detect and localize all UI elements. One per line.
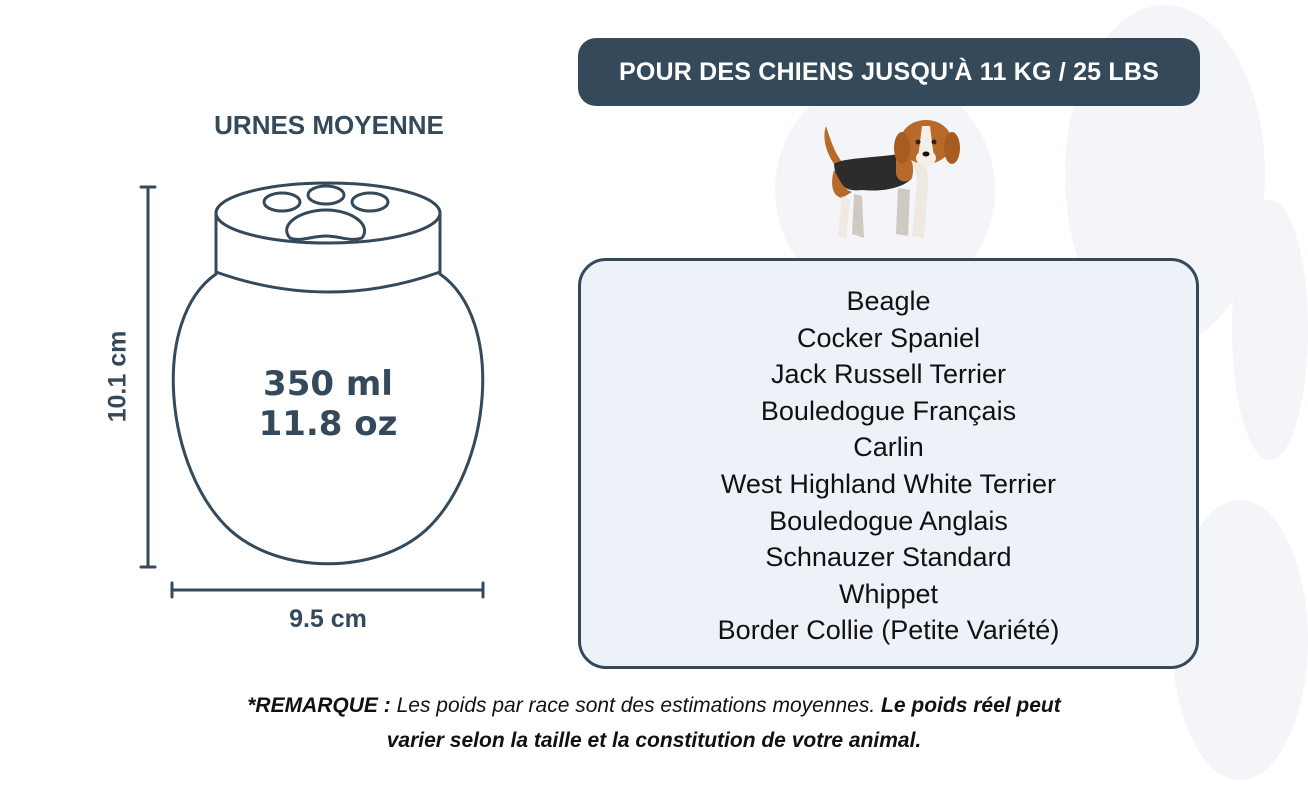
weight-limit-banner: POUR DES CHIENS JUSQU'À 11 KG / 25 LBS bbox=[578, 38, 1200, 106]
breed-item: Border Collie (Petite Variété) bbox=[717, 615, 1060, 646]
urn-diagram bbox=[139, 181, 485, 599]
urn-lid bbox=[214, 181, 442, 245]
breed-item: Cocker Spaniel bbox=[796, 322, 981, 353]
breed-item: Jack Russell Terrier bbox=[770, 359, 1007, 390]
breed-item: Schnauzer Standard bbox=[765, 542, 1012, 573]
urn-title: URNES MOYENNE bbox=[214, 110, 444, 140]
height-label: 10.1 cm bbox=[103, 330, 132, 423]
width-label: 9.5 cm bbox=[289, 605, 367, 633]
breed-item: Beagle bbox=[846, 286, 931, 316]
breed-item: Bouledogue Anglais bbox=[769, 505, 1008, 536]
compatible-breeds-box: Beagle Cocker Spaniel Jack Russell Terri… bbox=[578, 258, 1199, 669]
paw-icon bbox=[262, 184, 390, 241]
breed-item: Bouledogue Français bbox=[760, 395, 1017, 426]
breed-item: West Highland White Terrier bbox=[720, 468, 1057, 499]
breed-item: Carlin bbox=[853, 432, 924, 463]
disclaimer-note: *REMARQUE : Les poids par race sont des … bbox=[120, 688, 1188, 758]
note-emphasis-2: varier selon la taille et la constitutio… bbox=[386, 729, 922, 752]
note-label: *REMARQUE : bbox=[247, 694, 391, 717]
note-text: Les poids par race sont des estimations … bbox=[396, 694, 876, 717]
breed-list: Beagle Cocker Spaniel Jack Russell Terri… bbox=[581, 283, 1196, 649]
urn-body bbox=[171, 272, 485, 566]
volume-oz: 11.8 oz bbox=[258, 404, 398, 444]
beagle-dog-icon bbox=[823, 120, 960, 238]
volume-ml: 350 ml bbox=[263, 364, 393, 404]
note-emphasis-1: Le poids réel peut bbox=[881, 694, 1061, 717]
breed-item: Whippet bbox=[838, 578, 939, 609]
